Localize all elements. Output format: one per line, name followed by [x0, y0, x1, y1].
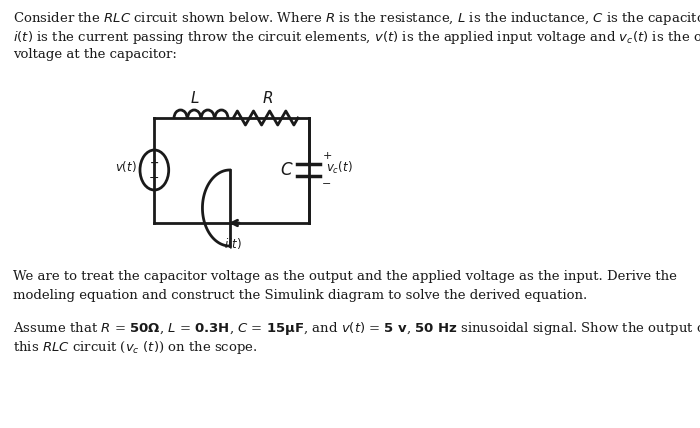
Text: $R$: $R$ [262, 90, 273, 106]
Text: voltage at the capacitor:: voltage at the capacitor: [13, 48, 177, 61]
Text: $v_c(t)$: $v_c(t)$ [326, 160, 353, 176]
Text: Consider the $\mathit{RLC}$ circuit shown below. Where $\mathit{R}$ is the resis: Consider the $\mathit{RLC}$ circuit show… [13, 10, 700, 27]
Text: Assume that $\mathit{R}$ = $\mathbf{50\Omega}$, $\mathit{L}$ = $\mathbf{0.3H}$, : Assume that $\mathit{R}$ = $\mathbf{50\O… [13, 320, 700, 337]
Text: +: + [150, 157, 159, 167]
Text: −: − [322, 179, 332, 189]
Text: $v(t)$: $v(t)$ [116, 158, 137, 173]
Text: $L$: $L$ [190, 90, 200, 106]
Text: −: − [149, 172, 160, 184]
Text: this $\mathit{RLC}$ circuit ($\mathit{v_c\ (t)}$) on the scope.: this $\mathit{RLC}$ circuit ($\mathit{v_… [13, 339, 258, 356]
Text: +: + [322, 151, 332, 161]
Text: $\mathit{i(t)}$ is the current passing throw the circuit elements, $\mathit{v(t): $\mathit{i(t)}$ is the current passing t… [13, 29, 700, 46]
Text: We are to treat the capacitor voltage as the output and the applied voltage as t: We are to treat the capacitor voltage as… [13, 270, 677, 283]
Text: $C$: $C$ [280, 161, 293, 178]
Text: modeling equation and construct the Simulink diagram to solve the derived equati: modeling equation and construct the Simu… [13, 289, 587, 302]
Text: $i(t)$: $i(t)$ [224, 236, 242, 251]
